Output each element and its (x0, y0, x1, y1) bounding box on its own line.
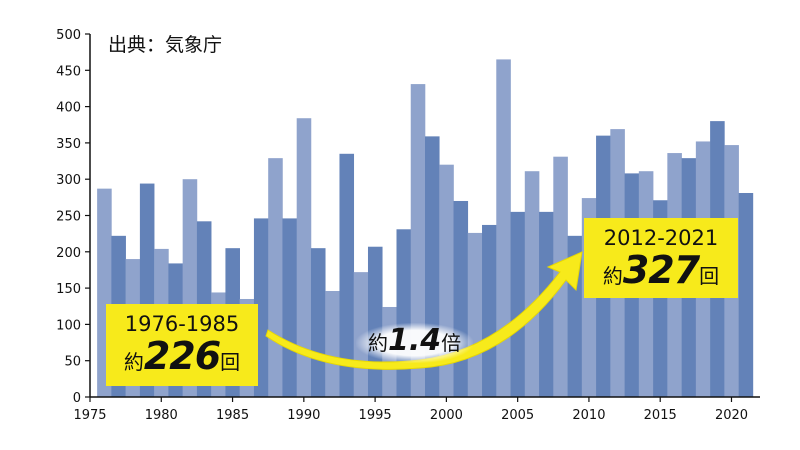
bar-1997 (396, 229, 412, 397)
y-tick-label: 0 (73, 391, 81, 406)
ratio-prefix: 約 (368, 331, 388, 355)
x-tick-label: 2000 (430, 408, 463, 423)
y-tick-label: 400 (56, 101, 81, 116)
ratio-value: 1.4 (388, 323, 442, 358)
bar-1990 (296, 118, 312, 397)
y-tick-label: 350 (56, 137, 81, 152)
bar-1989 (282, 218, 298, 397)
y-tick-label: 300 (56, 173, 81, 188)
y-tick-label: 450 (56, 64, 81, 79)
callout-1976-1985: 1976-1985 約226回 (106, 304, 258, 386)
callout-2012-2021: 2012-2021 約327回 (584, 218, 738, 298)
x-tick-label: 2015 (644, 408, 677, 423)
callout-right-prefix: 約 (602, 264, 623, 288)
x-tick-label: 1990 (287, 408, 320, 423)
callout-left-prefix: 約 (123, 350, 144, 374)
bar-1998 (410, 84, 426, 397)
callout-left-period: 1976-1985 (124, 312, 240, 336)
x-tick-label: 2010 (572, 408, 605, 423)
y-tick-label: 250 (56, 210, 81, 225)
callout-right-value: 327 (622, 248, 700, 292)
bar-2003 (482, 224, 497, 397)
x-tick-label: 1985 (216, 408, 249, 423)
bar-2004 (496, 59, 511, 397)
callout-left-suffix: 回 (220, 350, 241, 374)
bar-2002 (467, 232, 483, 397)
y-tick-label: 200 (56, 246, 81, 261)
bar-2001 (453, 200, 469, 397)
x-ticks: 1975 1980 1985 1990 1995 2000 2005 2010 2015 2020 (73, 397, 748, 423)
x-tick-label: 1995 (359, 408, 392, 423)
bar-1993 (339, 153, 355, 397)
y-tick-label: 500 (56, 28, 81, 43)
y-tick-label: 100 (56, 318, 81, 333)
x-tick-label: 2020 (715, 408, 748, 423)
bar-1991 (310, 248, 326, 397)
y-tick-label: 50 (64, 355, 81, 370)
ratio-suffix: 倍 (441, 331, 462, 355)
bar-1992 (325, 291, 340, 397)
bar-1995 (367, 246, 383, 397)
bar-1988 (268, 158, 283, 397)
x-tick-label: 2005 (501, 408, 534, 423)
callout-right-suffix: 回 (699, 264, 720, 288)
x-tick-label: 1975 (73, 408, 106, 423)
bar-2005 (510, 211, 526, 397)
y-tick-label: 150 (56, 282, 81, 297)
callout-right-period: 2012-2021 (603, 226, 719, 250)
bar-2006 (524, 171, 540, 397)
ratio-label: 約1.4倍 (356, 323, 474, 363)
callout-left-value: 226 (143, 334, 221, 378)
y-ticks: 0 50 100 150 200 250 300 350 400 450 500 (56, 28, 90, 406)
source-label: 出典：気象庁 (108, 34, 223, 56)
bar-2021 (738, 192, 754, 397)
x-tick-label: 1980 (145, 408, 178, 423)
